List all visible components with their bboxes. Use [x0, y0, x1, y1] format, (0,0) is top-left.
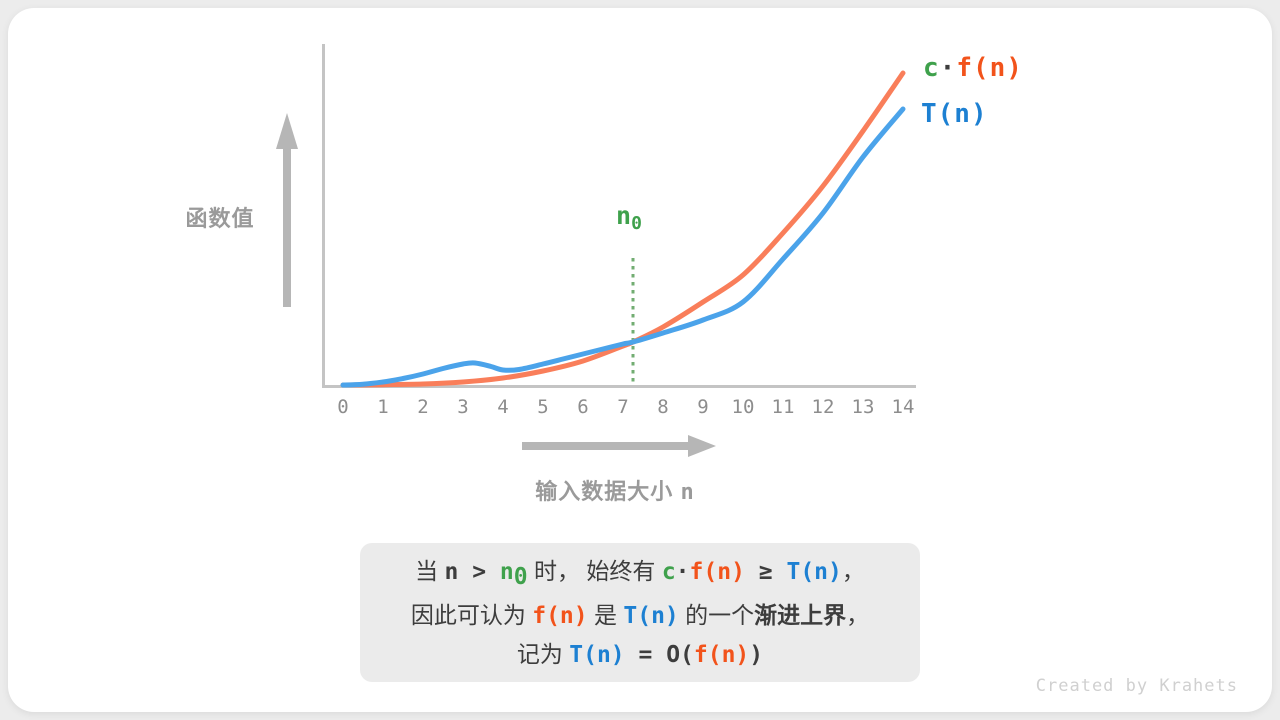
text-segment: T(n)	[921, 99, 988, 129]
x-axis-label: 输入数据大小 n	[465, 474, 765, 506]
text-segment: n	[444, 558, 459, 585]
text-segment: 渐进上界	[754, 601, 847, 628]
x-tick-label: 10	[731, 396, 755, 418]
n0-label: n0	[616, 201, 642, 234]
text-segment: ，	[841, 557, 865, 584]
x-tick-label: 12	[811, 396, 835, 418]
text-segment: 记为	[516, 640, 570, 667]
text-segment: n	[499, 558, 514, 585]
caption-line: 记为 T(n) = O(f(n))	[517, 639, 763, 670]
x-tick-label: 7	[617, 396, 629, 418]
x-tick-label: 2	[417, 396, 429, 418]
text-segment: ≥	[744, 558, 787, 585]
watermark: Created by Krahets	[1035, 676, 1238, 696]
legend-c-f-n: c·f(n)	[923, 53, 1023, 83]
text-segment: T(n)	[786, 558, 842, 585]
x-tick-label: 9	[697, 396, 709, 418]
x-tick-label: 14	[891, 396, 915, 418]
x-axis-label-text: 输入数据大小	[535, 479, 674, 504]
text-segment: ·	[675, 558, 690, 585]
text-segment: f(n)	[956, 53, 1023, 83]
x-axis-label-variable: n	[680, 480, 695, 505]
caption-line: 当 n > n0 时， 始终有 c·f(n) ≥ T(n)，	[415, 556, 865, 592]
text-segment: ·	[939, 53, 957, 83]
x-tick-label: 11	[771, 396, 795, 418]
x-tick-label: 6	[577, 396, 589, 418]
x-tick-label: 13	[851, 396, 875, 418]
text-segment: 时，	[527, 557, 581, 584]
text-segment: T(n)	[569, 641, 625, 668]
text-segment: )	[749, 641, 764, 668]
x-tick-label: 5	[537, 396, 549, 418]
x-tick-label: 8	[657, 396, 669, 418]
text-segment: T(n)	[623, 602, 679, 629]
text-segment: 始终有	[580, 557, 662, 584]
text-segment: f(n)	[532, 602, 588, 629]
x-tick-label: 1	[377, 396, 389, 418]
text-segment: >	[458, 558, 500, 585]
text-segment: 0	[513, 563, 528, 590]
text-segment: c	[661, 558, 676, 585]
y-axis-label: 函数值	[185, 206, 255, 231]
text-segment: c	[923, 53, 940, 83]
caption-box: 当 n > n0 时， 始终有 c·f(n) ≥ T(n)， 因此可认为 f(n)…	[360, 543, 920, 682]
legend-t-n: T(n)	[921, 99, 988, 129]
text-segment: 是	[587, 601, 624, 628]
text-segment: f(n)	[689, 558, 745, 585]
text-segment: 的一个	[678, 601, 755, 628]
x-tick-label: 0	[337, 396, 349, 418]
text-segment: 当	[415, 557, 445, 584]
text-segment: f(n)	[693, 641, 750, 668]
text-segment: O(	[666, 641, 694, 668]
text-segment: =	[624, 641, 667, 668]
text-segment: ，	[846, 601, 870, 628]
x-tick-label: 4	[497, 396, 509, 418]
x-tick-label: 3	[457, 396, 469, 418]
caption-line: 因此可认为 f(n) 是 T(n) 的一个渐进上界，	[411, 600, 869, 631]
text-segment: 因此可认为	[410, 601, 533, 628]
